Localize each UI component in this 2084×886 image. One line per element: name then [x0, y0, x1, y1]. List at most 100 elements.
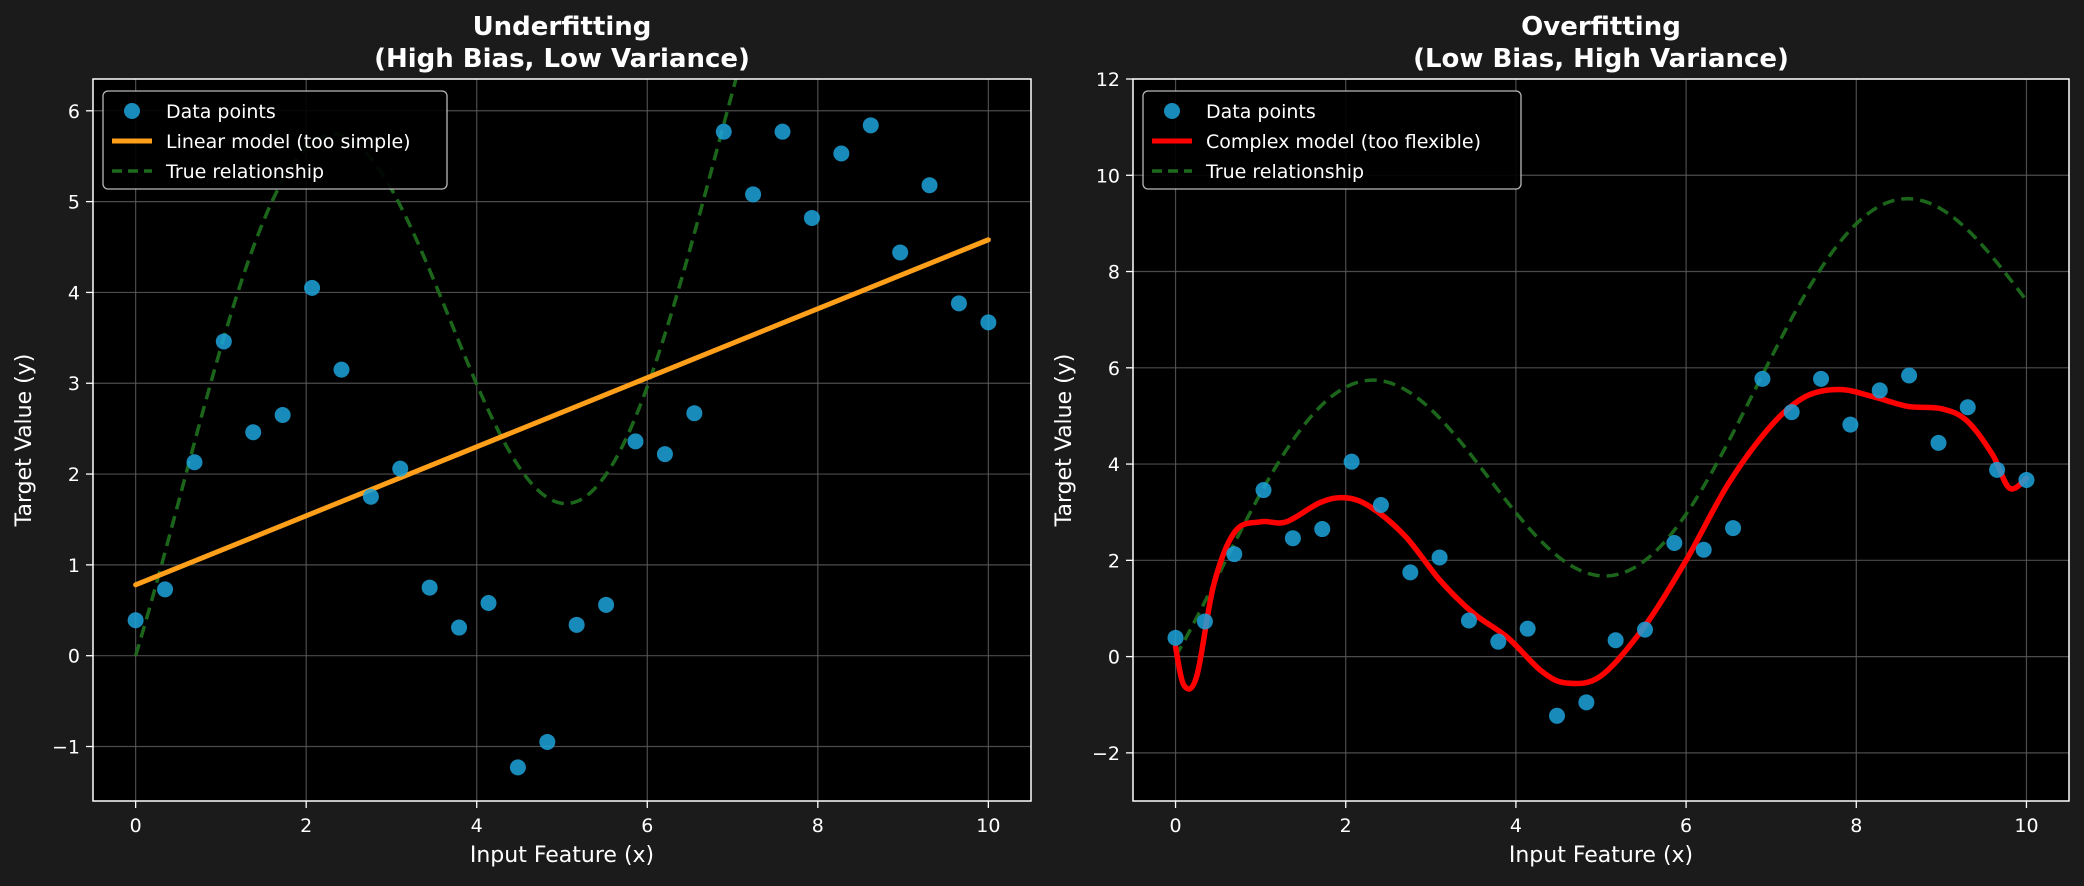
data-point	[1196, 613, 1213, 630]
data-point	[1578, 694, 1595, 711]
data-point	[921, 177, 938, 194]
data-point	[157, 581, 174, 598]
legend-box	[102, 90, 448, 190]
data-point	[745, 186, 762, 203]
y-tick-label: 6	[1108, 358, 1120, 380]
data-point	[980, 314, 997, 331]
data-point	[1314, 521, 1331, 538]
data-point	[333, 361, 350, 378]
data-point	[892, 244, 909, 261]
y-axis-label: Target Value (y)	[1052, 354, 1077, 528]
x-tick-label: 8	[812, 815, 824, 837]
x-tick-label: 4	[471, 815, 483, 837]
data-point	[1490, 633, 1507, 650]
data-point	[392, 460, 409, 477]
legend-marker-icon	[1164, 103, 1180, 119]
legend-label: True relationship	[1205, 161, 1364, 183]
data-point	[1754, 370, 1771, 387]
x-tick-label: 4	[1510, 815, 1522, 837]
data-point	[1607, 632, 1624, 649]
chart-subtitle: (High Bias, Low Variance)	[374, 44, 750, 74]
data-point	[1813, 370, 1830, 387]
chart-title: Overfitting	[1521, 12, 1681, 42]
series-true-relationship	[1174, 196, 2028, 658]
data-point	[1519, 620, 1536, 637]
data-point	[2018, 471, 2035, 488]
data-point	[304, 279, 321, 296]
legend-label: Data points	[166, 101, 276, 123]
legend-label: True relationship	[165, 161, 324, 183]
data-point	[1431, 549, 1448, 566]
panel-underfitting: 0 2 4 6 8 10 −1 0 1 2 3 4 5 6 Input Feature (x) Target …	[12, 12, 1032, 868]
data-point	[950, 295, 967, 312]
data-point	[1901, 367, 1918, 384]
data-point	[1783, 404, 1800, 421]
y-tick-label: 4	[1108, 454, 1120, 476]
x-tick-label: 0	[1169, 815, 1181, 837]
y-tick-label: 8	[1108, 262, 1120, 284]
data-point	[1725, 520, 1742, 537]
chart-title: Underfitting	[473, 12, 652, 42]
y-tick-label: 0	[1108, 647, 1120, 669]
legend: Data points Complex model (too flexible) T…	[1142, 90, 1522, 190]
y-tick-label: 3	[68, 373, 80, 395]
data-point	[1372, 496, 1389, 513]
data-point	[1871, 382, 1888, 399]
data-point	[1666, 535, 1683, 552]
data-point	[1343, 453, 1360, 470]
legend-box	[1142, 90, 1522, 190]
x-axis-label: Input Feature (x)	[1509, 843, 1693, 868]
y-tick-label: −2	[1092, 743, 1120, 765]
data-point	[480, 595, 497, 612]
data-point	[274, 407, 291, 424]
data-point	[862, 117, 879, 134]
y-tick-label: 4	[68, 282, 80, 304]
data-point	[186, 454, 203, 471]
y-tick-label: 5	[68, 192, 80, 214]
plot-frame	[1132, 78, 2070, 802]
data-point	[1989, 461, 2006, 478]
series-linear-model	[133, 237, 991, 588]
data-point	[656, 446, 673, 463]
data-point	[1842, 416, 1859, 433]
x-tick-label: 0	[130, 815, 142, 837]
data-point	[1959, 399, 1976, 416]
data-point	[127, 612, 144, 629]
legend-label: Data points	[1206, 101, 1316, 123]
data-point	[1636, 621, 1653, 638]
legend: Data points Linear model (too simple) True…	[102, 90, 448, 190]
y-tick-label: 2	[68, 464, 80, 486]
x-tick-label: 10	[976, 815, 1000, 837]
data-point	[421, 579, 438, 596]
x-tick-label: 8	[1850, 815, 1862, 837]
data-point	[774, 123, 791, 140]
x-tick-label: 6	[641, 815, 653, 837]
data-point	[1226, 546, 1243, 563]
y-axis-label: Target Value (y)	[12, 354, 37, 528]
data-point	[1167, 629, 1184, 646]
x-tick-label: 10	[2014, 815, 2038, 837]
data-point	[598, 596, 615, 613]
data-point	[568, 616, 585, 633]
data-point	[715, 123, 732, 140]
data-point	[362, 488, 379, 505]
data-point	[686, 405, 703, 422]
x-tick-label: 2	[300, 815, 312, 837]
data-point	[1255, 482, 1272, 499]
legend-label: Linear model (too simple)	[166, 131, 411, 153]
x-tick-label: 6	[1680, 815, 1692, 837]
y-tick-label: 12	[1096, 69, 1120, 91]
legend-label: Complex model (too flexible)	[1206, 131, 1481, 153]
data-point	[451, 619, 468, 636]
y-tick-label: 6	[68, 101, 80, 123]
data-point	[245, 424, 262, 441]
legend-marker-icon	[124, 103, 140, 119]
plot-frame	[92, 78, 1032, 802]
y-tick-label: 1	[68, 555, 80, 577]
x-axis-label: Input Feature (x)	[470, 843, 654, 868]
y-tick-label: 10	[1096, 165, 1120, 187]
data-point	[1402, 564, 1419, 581]
y-tick-label: −1	[52, 737, 80, 759]
